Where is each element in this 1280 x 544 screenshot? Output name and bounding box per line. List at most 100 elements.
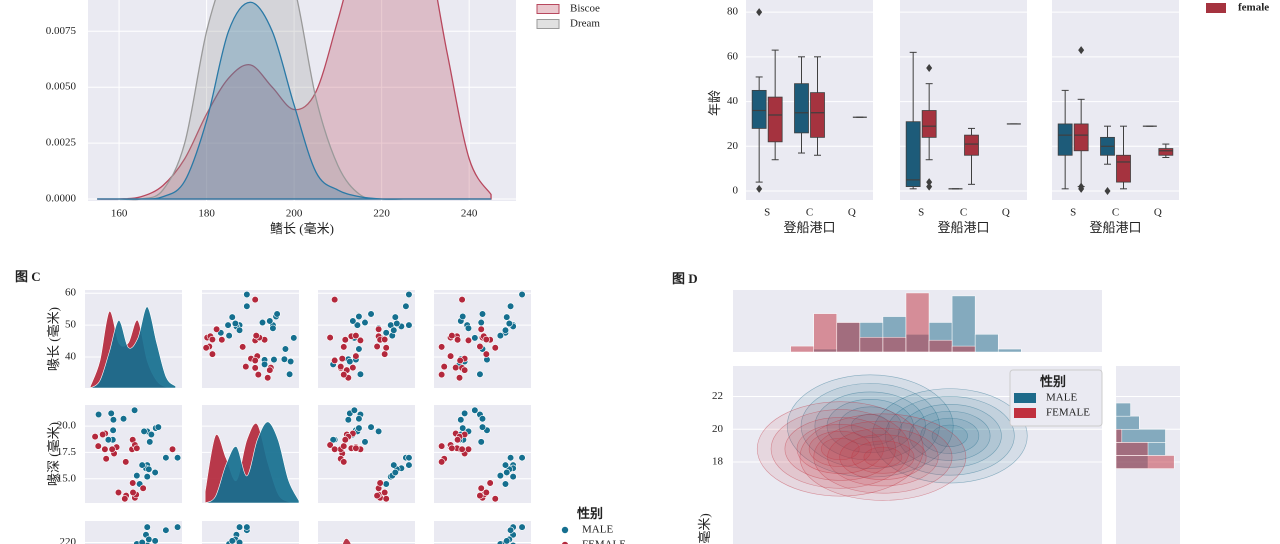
scatter-point [393, 319, 401, 328]
legend-title: 性别 [577, 506, 603, 521]
density-contour [838, 406, 902, 446]
scatter-point [496, 472, 504, 480]
scatter-point [251, 295, 259, 304]
legend-label: MALE [1046, 392, 1077, 404]
scatter-point [518, 523, 526, 531]
scatter-point [349, 317, 357, 325]
scatter-point [464, 445, 473, 453]
scatter-point [346, 357, 354, 366]
density-contour [796, 424, 884, 474]
density-contour [850, 413, 890, 439]
scatter-point [438, 458, 446, 466]
density-contour [826, 399, 914, 453]
scatter-point [290, 334, 298, 342]
scatter-point [390, 326, 398, 334]
x-tick-label: S [764, 207, 770, 219]
kde-area [204, 421, 299, 503]
legend-label: FEMALE [582, 539, 626, 544]
outlier [926, 182, 933, 191]
scatter-point [356, 370, 365, 378]
scatter-point [235, 523, 244, 531]
y-tick-label: 20.0 [57, 420, 77, 432]
scatter-point [344, 416, 352, 424]
density-contour [786, 374, 954, 478]
scatter-point [147, 430, 155, 439]
y-axis-label: 喙深 (毫米) [46, 422, 61, 486]
scatter-point [251, 356, 259, 365]
histogram-bar [1115, 455, 1175, 469]
y-tick-label: 60 [65, 287, 77, 299]
box [905, 121, 921, 187]
scatter-point [352, 352, 360, 360]
box [794, 83, 809, 134]
y-tick-label: 20 [727, 140, 739, 152]
x-axis-label: 鳍长 (毫米) [270, 221, 334, 236]
outlier [1104, 187, 1111, 196]
scatter-point [208, 335, 217, 344]
scatter-point [367, 423, 375, 431]
scatter-point [355, 345, 363, 353]
scatter-point [503, 313, 511, 321]
scatter-point [341, 436, 349, 444]
scatter-point [352, 444, 360, 452]
histogram-bar [1115, 429, 1123, 443]
histogram-bar [836, 322, 861, 353]
scatter-point [162, 526, 170, 534]
x-axis-label: 登船港口 [783, 220, 835, 235]
scatter-point [139, 484, 147, 492]
legend-swatch [1014, 393, 1036, 403]
scatter-point [326, 441, 334, 449]
scatter-point [448, 332, 456, 340]
scatter-point [349, 363, 357, 372]
scatter-point [129, 479, 137, 487]
scatter-point [143, 523, 151, 531]
scatter-point [438, 343, 446, 351]
density-contour [820, 437, 860, 461]
scatter-point [340, 458, 348, 466]
scatter-point [438, 370, 446, 379]
histogram-bar [1115, 402, 1131, 417]
scatter-point [133, 444, 141, 452]
scatter-point [454, 336, 462, 344]
scatter-point [243, 302, 251, 310]
scatter-point [225, 332, 233, 340]
scatter-point [509, 473, 517, 481]
scatter-point [340, 370, 348, 379]
scatter-point [329, 436, 337, 444]
scatter-point [143, 473, 151, 481]
scatter-point [341, 336, 349, 344]
scatter-point [331, 356, 339, 365]
histogram-bar [951, 295, 976, 353]
scatter-point [133, 472, 141, 480]
scatter-point [235, 538, 244, 544]
scatter-point [355, 424, 363, 432]
scatter-point [477, 438, 485, 446]
legend-swatch [1014, 408, 1036, 418]
panel [133, 523, 182, 544]
histogram-bar [813, 313, 838, 353]
scatter-point [478, 415, 487, 423]
box [767, 96, 783, 143]
outlier [756, 184, 763, 193]
scatter-point [151, 537, 159, 544]
scatter-point [242, 363, 250, 371]
x-tick-label: Q [1002, 207, 1010, 219]
scatter-point [119, 415, 128, 423]
scatter-point [405, 454, 413, 462]
scatter-point [266, 366, 274, 374]
scatter-point [264, 374, 272, 382]
kde-area [342, 538, 352, 544]
plot-background [202, 290, 299, 388]
scatter-point [138, 461, 146, 469]
x-tick-label: 220 [373, 208, 390, 220]
scatter-point [476, 342, 484, 351]
histogram-bar [997, 348, 1022, 353]
scatter-point [477, 318, 485, 327]
scatter-point [452, 363, 460, 372]
y-tick-label: 80 [727, 6, 739, 18]
plot-background [88, 0, 516, 201]
outlier [1078, 46, 1085, 55]
contour-area [756, 374, 1028, 501]
scatter-point [367, 310, 375, 318]
